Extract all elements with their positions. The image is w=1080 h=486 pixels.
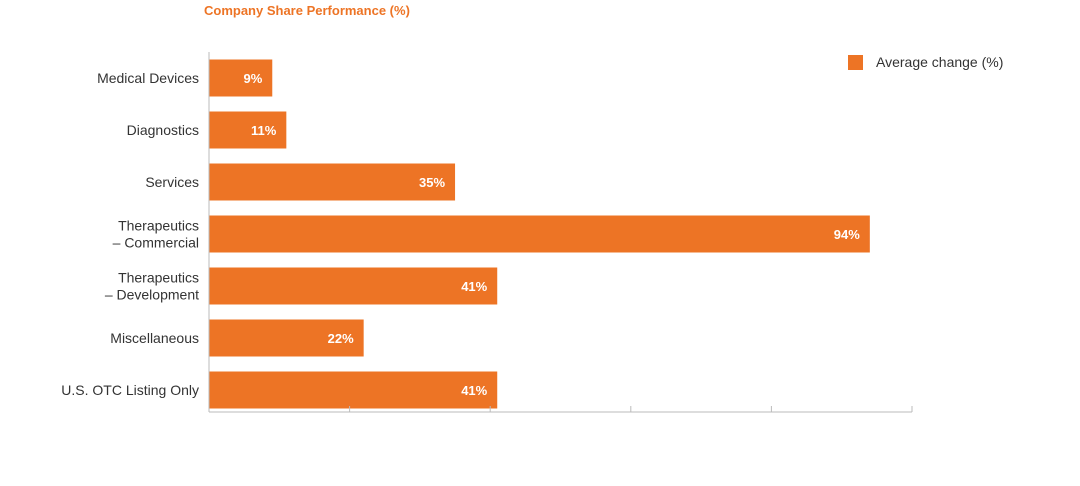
axis-layer bbox=[208, 52, 913, 413]
bar bbox=[209, 215, 870, 253]
category-label: Diagnostics bbox=[127, 122, 199, 138]
category-label: U.S. OTC Listing Only bbox=[61, 382, 199, 398]
legend: Average change (%) bbox=[848, 54, 1003, 70]
bar bbox=[209, 111, 287, 149]
category-label: Services bbox=[145, 174, 199, 190]
data-label: 11% bbox=[251, 123, 277, 138]
legend-label: Average change (%) bbox=[876, 54, 1004, 70]
bar bbox=[209, 59, 273, 97]
bars-layer bbox=[209, 59, 870, 409]
legend-swatch bbox=[848, 54, 863, 70]
bar bbox=[209, 163, 456, 201]
bar bbox=[209, 371, 498, 409]
data-label: 22% bbox=[328, 331, 354, 346]
labels-layer: 9% Medical Devices 11% Diagnostics 35% Servic… bbox=[61, 70, 860, 398]
bar bbox=[209, 319, 364, 357]
category-label: Therapeutics bbox=[118, 218, 199, 234]
data-label: 94% bbox=[834, 227, 860, 242]
data-label: 9% bbox=[243, 71, 262, 86]
bar bbox=[209, 267, 498, 305]
chart-title: Company Share Performance (%) bbox=[204, 3, 410, 18]
category-label: Therapeutics bbox=[118, 270, 199, 286]
data-label: 41% bbox=[461, 383, 487, 398]
category-label: Miscellaneous bbox=[110, 330, 199, 346]
category-label: – Commercial bbox=[113, 235, 199, 251]
data-label: 35% bbox=[419, 175, 445, 190]
data-label: 41% bbox=[461, 279, 487, 294]
category-label: Medical Devices bbox=[97, 70, 199, 86]
category-label: – Development bbox=[105, 287, 199, 303]
